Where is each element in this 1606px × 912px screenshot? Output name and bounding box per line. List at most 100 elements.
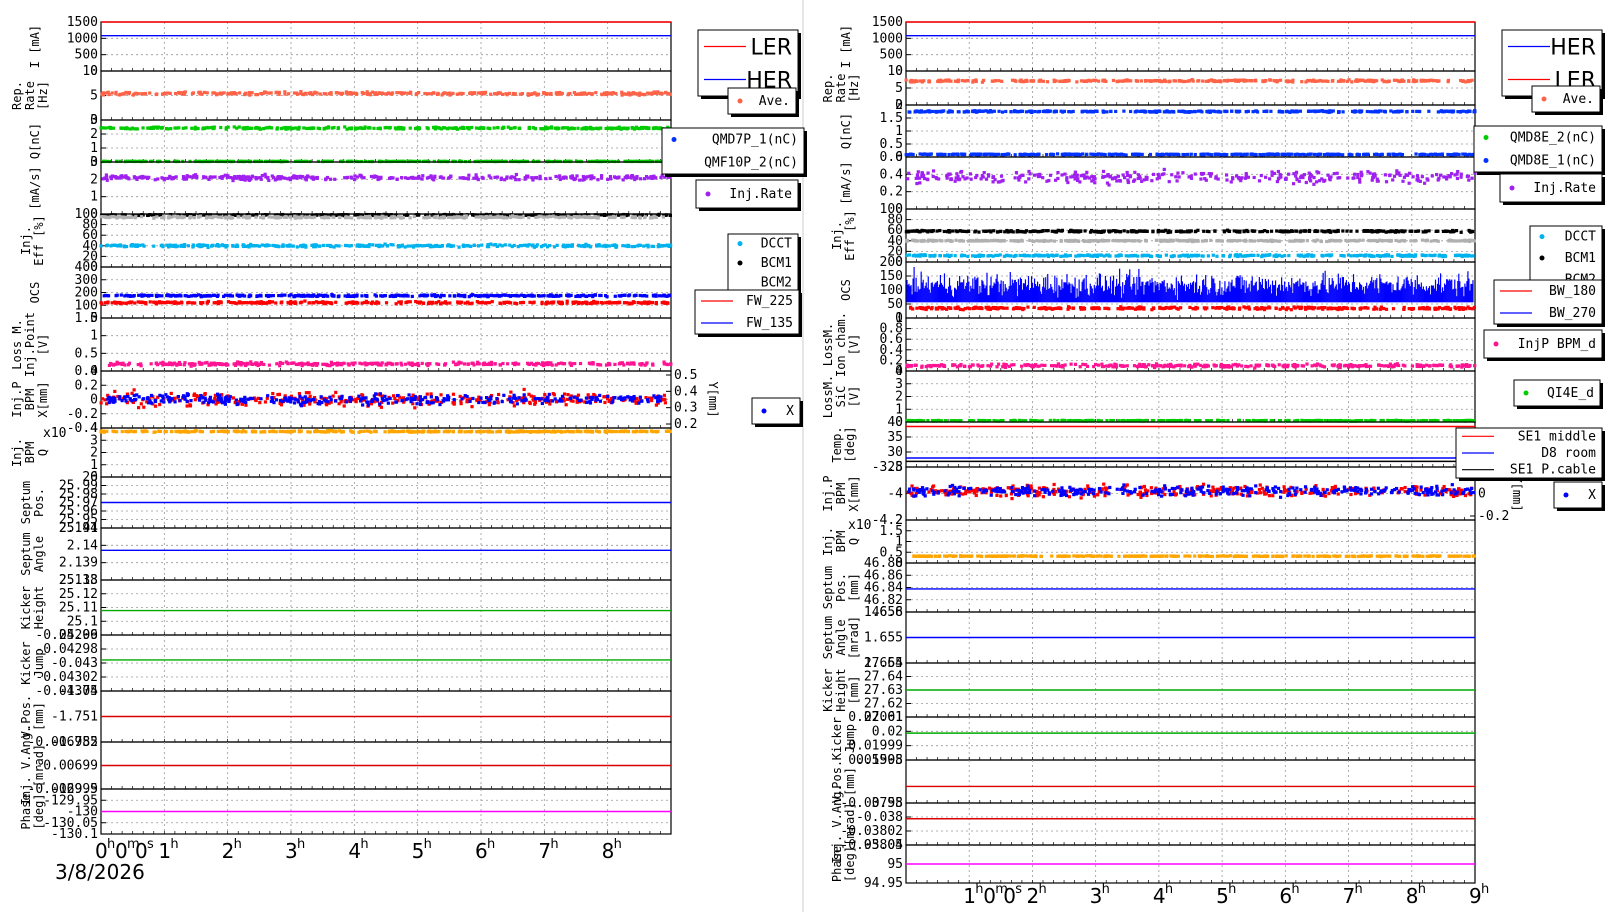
data-point [371,243,375,247]
data-point [539,127,543,131]
data-point [303,215,307,219]
data-point [318,244,322,248]
data-point [403,245,407,249]
data-point [539,397,543,401]
data-point [646,91,650,95]
data-point [315,176,319,180]
data-point [174,175,178,179]
data-point [275,126,280,130]
data-point [364,362,368,366]
series-inj-rate [101,172,672,183]
data-point [347,300,351,305]
data-point [435,396,439,401]
data-point [203,294,207,298]
data-point [206,294,210,298]
data-point [390,91,395,95]
data-point [365,92,370,96]
data-point [560,91,564,96]
data-point [227,92,231,96]
data-point [571,213,575,217]
data-point [324,177,328,181]
data-point [443,126,447,130]
data-point [418,402,423,406]
data-point [668,92,672,96]
data-point [397,159,402,163]
data-point [309,126,314,131]
data-point [634,126,639,130]
data-point [101,177,105,181]
data-point [344,216,348,220]
data-point [526,175,530,179]
data-point [296,159,300,163]
data-point [186,393,190,397]
data-point [514,178,518,182]
data-point [384,215,388,219]
data-point [654,403,659,407]
data-point [409,91,413,95]
data-point [625,301,629,305]
data-point [644,362,648,366]
data-point [404,362,408,366]
data-point [153,398,157,403]
data-point [507,91,511,96]
data-point [637,401,641,405]
data-point [110,91,114,95]
data-point [592,299,596,304]
data-point [451,360,455,364]
data-point [238,361,243,365]
data-point [110,396,114,400]
data-point [459,300,464,304]
data-point [362,429,366,433]
data-point [527,243,531,247]
data-point [429,395,433,399]
data-point [575,174,579,178]
data-point [527,125,531,130]
data-point [613,362,617,367]
data-point [437,244,441,248]
data-point [445,301,449,305]
data-point [656,399,660,404]
data-point [577,294,581,298]
data-point [350,216,354,220]
data-point [579,293,584,298]
data-point [420,244,424,248]
data-point [410,294,414,299]
data-point [183,361,187,365]
data-point [623,396,627,400]
data-point [303,395,307,399]
data-point [353,301,358,305]
data-point [531,178,535,182]
data-point [190,362,194,367]
data-point [429,401,433,405]
data-point [417,174,421,178]
data-point [452,401,456,405]
data-point [424,213,428,217]
data-point [311,215,315,220]
data-point [316,159,321,163]
data-point [353,178,357,182]
data-point [612,126,616,130]
y-tick-label: 2 [90,127,98,142]
data-point [506,362,510,366]
data-point [606,213,610,217]
data-point [328,213,332,217]
data-point [614,244,618,249]
data-point [634,429,639,433]
data-point [534,244,538,248]
data-point [527,362,531,366]
data-point [409,159,413,163]
data-point [302,126,306,130]
data-point [393,159,397,163]
data-point [605,300,610,304]
data-point [361,215,365,220]
data-point [193,398,197,402]
data-point [543,243,547,247]
data-point [130,244,134,248]
y-axis-label: [mA/s] [28,166,42,209]
data-point [448,301,452,305]
data-point [269,91,273,95]
data-point [239,397,243,401]
data-point [204,126,209,130]
data-point [175,215,179,219]
